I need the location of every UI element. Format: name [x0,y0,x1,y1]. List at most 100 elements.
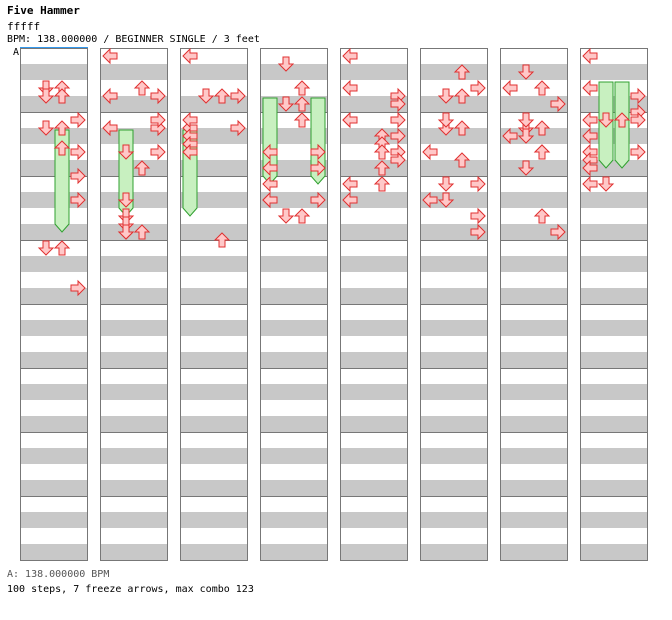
measure-line [580,112,648,113]
up-arrow [293,208,311,224]
column-border [580,48,648,561]
up-arrow [613,112,631,128]
measure-line [420,304,488,305]
notes-layer [582,48,646,193]
up-arrow [533,80,551,96]
beat-stripe [20,64,88,80]
beat-stripe [420,384,488,400]
left-arrow [342,111,358,129]
measure-line [500,240,568,241]
beat-stripe [420,224,488,240]
up-arrow [453,120,471,136]
beat-stripe [20,416,88,432]
measure-line [260,112,328,113]
beat-stripe [260,448,328,464]
notes-layer [262,56,326,224]
beat-stripe [500,512,568,528]
left-arrow [182,48,198,65]
left-arrow [102,87,118,105]
up-arrow [213,232,231,248]
measure-line [260,496,328,497]
up-arrow [293,112,311,128]
up-arrow [453,88,471,104]
right-arrow [550,95,566,113]
song-title: Five Hammer [7,4,80,17]
measure-line [580,304,648,305]
up-arrow [53,240,71,256]
measure-line [580,176,648,177]
measure-line [180,496,248,497]
down-arrow [597,112,615,128]
measure-line [20,496,88,497]
beat-stripe [420,160,488,176]
up-arrow [293,80,311,96]
up-arrow [133,224,151,240]
notes-layer [422,64,486,241]
measure-line [180,368,248,369]
left-arrow [102,119,118,137]
beat-stripe [340,160,408,176]
beat-stripe [340,544,408,560]
beat-stripe [180,448,248,464]
measure-line [340,368,408,369]
beat-stripe [580,512,648,528]
freeze-arrow-left [262,97,278,185]
beat-stripe [260,352,328,368]
down-arrow [277,208,295,224]
right-arrow [230,87,246,105]
beat-stripe [580,288,648,304]
beat-stripe [340,352,408,368]
up-arrow [373,144,391,160]
beat-stripe [340,416,408,432]
freeze-arrow-right [310,97,326,185]
beat-stripe [420,544,488,560]
up-arrow [213,88,231,104]
beat-stripe [340,224,408,240]
left-arrow [582,111,598,129]
beat-stripe [580,224,648,240]
beat-stripe [500,384,568,400]
left-arrow [342,79,358,97]
measure-line [500,368,568,369]
column-border [20,48,88,561]
right-arrow [70,167,86,185]
beat-stripe [500,128,568,144]
measure-line [420,240,488,241]
measure-line [260,304,328,305]
beat-stripe [20,128,88,144]
bpm-line: A: 138.000000 BPM [7,569,110,580]
chart-column [180,48,248,561]
beat-stripe [420,416,488,432]
measure-line [580,496,648,497]
up-arrow [293,96,311,112]
measure-line [500,432,568,433]
left-arrow [422,191,438,209]
beat-stripe [580,416,648,432]
right-arrow [70,143,86,161]
column-border [340,48,408,561]
right-arrow [630,143,646,161]
left-arrow [182,111,198,129]
beat-stripe [180,512,248,528]
measure-line [20,368,88,369]
column-border [100,48,168,561]
down-arrow [437,88,455,104]
right-arrow [150,143,166,161]
beat-stripe [500,224,568,240]
beat-stripe [100,352,168,368]
left-arrow [502,79,518,97]
beat-stripe [580,384,648,400]
beat-stripe [100,288,168,304]
right-arrow [470,207,486,225]
notes-layer [37,80,86,297]
right-arrow [70,111,86,129]
beat-stripe [340,256,408,272]
beat-stripe [420,192,488,208]
left-arrow [262,175,278,193]
beat-stripe [340,480,408,496]
right-arrow [70,279,86,297]
beat-stripe [580,320,648,336]
left-arrow [502,127,518,145]
stats-line: 100 steps, 7 freeze arrows, max combo 12… [7,584,254,595]
beat-stripe [20,256,88,272]
